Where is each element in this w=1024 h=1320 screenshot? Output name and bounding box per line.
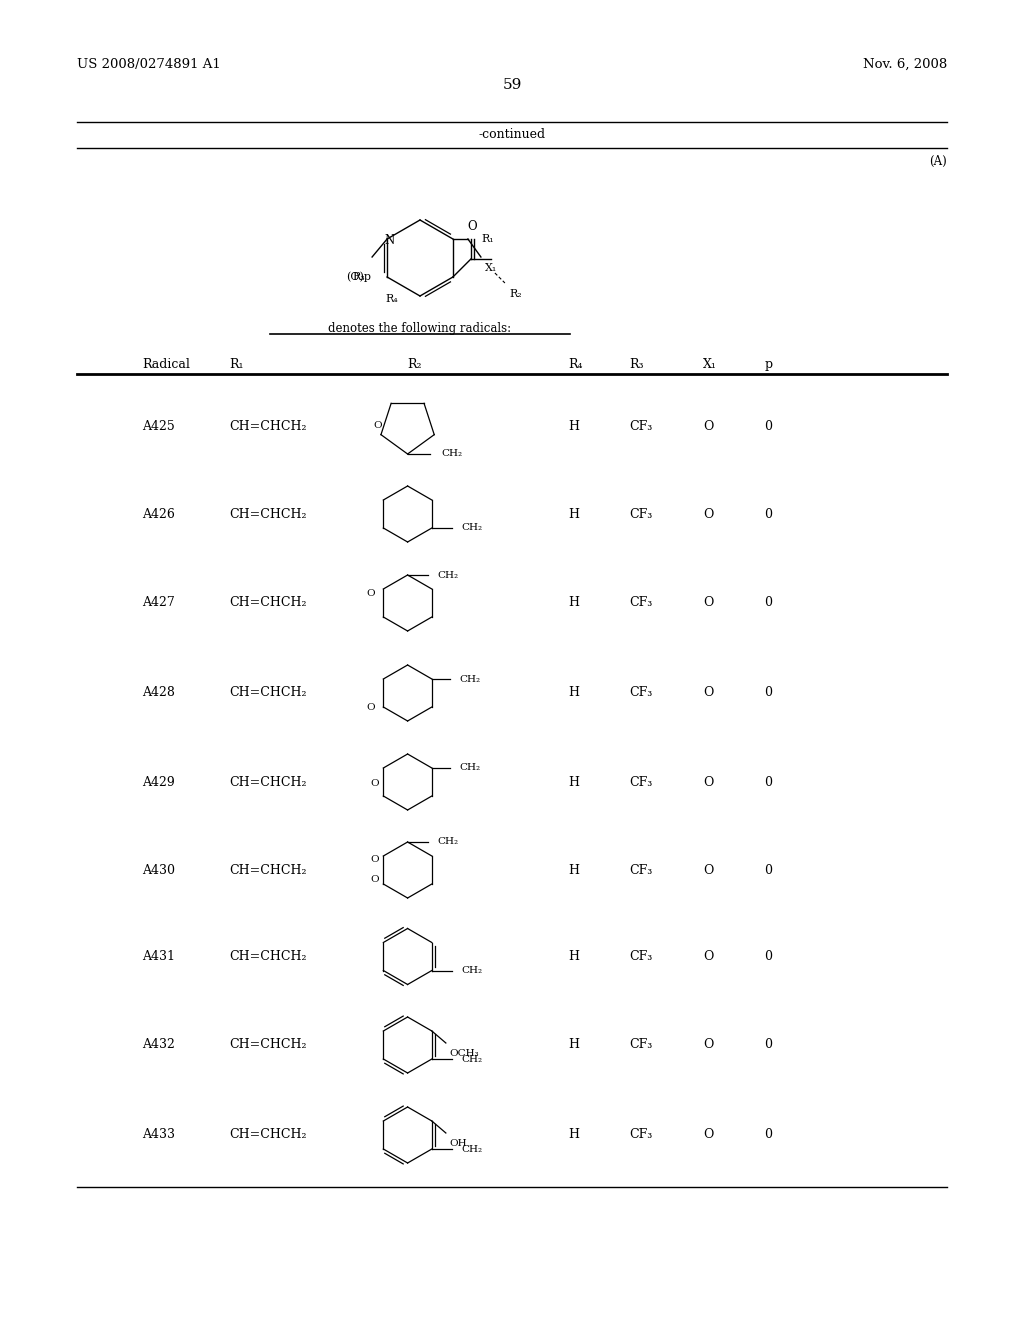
Text: O: O bbox=[467, 220, 477, 234]
Text: R₃: R₃ bbox=[352, 272, 366, 282]
Text: O: O bbox=[367, 589, 376, 598]
Text: CH₂: CH₂ bbox=[437, 837, 459, 846]
Text: O: O bbox=[367, 702, 376, 711]
Text: N: N bbox=[384, 235, 394, 248]
Text: (A): (A) bbox=[929, 154, 947, 168]
Text: Nov. 6, 2008: Nov. 6, 2008 bbox=[863, 58, 947, 71]
Text: H: H bbox=[568, 507, 580, 520]
Text: CF₃: CF₃ bbox=[630, 776, 652, 788]
Text: CH₂: CH₂ bbox=[441, 450, 463, 458]
Text: A431: A431 bbox=[142, 950, 175, 964]
Text: H: H bbox=[568, 950, 580, 964]
Text: O: O bbox=[371, 875, 379, 884]
Text: R₁: R₁ bbox=[229, 358, 244, 371]
Text: O: O bbox=[703, 597, 714, 610]
Text: 0: 0 bbox=[764, 597, 772, 610]
Text: CH=CHCH₂: CH=CHCH₂ bbox=[229, 1039, 307, 1052]
Text: US 2008/0274891 A1: US 2008/0274891 A1 bbox=[77, 58, 221, 71]
Text: 0: 0 bbox=[764, 863, 772, 876]
Text: R₄: R₄ bbox=[568, 358, 583, 371]
Text: X₁: X₁ bbox=[485, 263, 498, 273]
Text: O: O bbox=[703, 420, 714, 433]
Text: O: O bbox=[703, 776, 714, 788]
Text: CH₂: CH₂ bbox=[437, 570, 459, 579]
Text: H: H bbox=[568, 1129, 580, 1142]
Text: A433: A433 bbox=[142, 1129, 175, 1142]
Text: CH₂: CH₂ bbox=[460, 675, 481, 684]
Text: CH₂: CH₂ bbox=[462, 1055, 483, 1064]
Text: denotes the following radicals:: denotes the following radicals: bbox=[329, 322, 512, 335]
Text: Radical: Radical bbox=[142, 358, 190, 371]
Text: R₁: R₁ bbox=[481, 234, 494, 244]
Text: H: H bbox=[568, 863, 580, 876]
Text: O: O bbox=[703, 686, 714, 700]
Text: R₂: R₂ bbox=[509, 289, 521, 300]
Text: CH₂: CH₂ bbox=[462, 1144, 483, 1154]
Text: CH=CHCH₂: CH=CHCH₂ bbox=[229, 420, 307, 433]
Text: O: O bbox=[703, 507, 714, 520]
Text: X₁: X₁ bbox=[703, 358, 717, 371]
Text: R₂: R₂ bbox=[408, 358, 422, 371]
Text: CF₃: CF₃ bbox=[630, 420, 652, 433]
Text: OCH₃: OCH₃ bbox=[450, 1049, 479, 1059]
Text: CH=CHCH₂: CH=CHCH₂ bbox=[229, 507, 307, 520]
Text: R₄: R₄ bbox=[385, 294, 398, 304]
Text: p: p bbox=[764, 358, 772, 371]
Text: O: O bbox=[371, 779, 379, 788]
Text: O: O bbox=[703, 950, 714, 964]
Text: CH=CHCH₂: CH=CHCH₂ bbox=[229, 1129, 307, 1142]
Text: A432: A432 bbox=[142, 1039, 175, 1052]
Text: CF₃: CF₃ bbox=[630, 863, 652, 876]
Text: H: H bbox=[568, 420, 580, 433]
Text: H: H bbox=[568, 1039, 580, 1052]
Text: O: O bbox=[703, 1039, 714, 1052]
Text: CF₃: CF₃ bbox=[630, 686, 652, 700]
Text: O: O bbox=[371, 855, 379, 865]
Text: CH₂: CH₂ bbox=[462, 524, 483, 532]
Text: 0: 0 bbox=[764, 686, 772, 700]
Text: A426: A426 bbox=[142, 507, 175, 520]
Text: CF₃: CF₃ bbox=[630, 1129, 652, 1142]
Text: 0: 0 bbox=[764, 1129, 772, 1142]
Text: 0: 0 bbox=[764, 1039, 772, 1052]
Text: H: H bbox=[568, 686, 580, 700]
Text: O: O bbox=[703, 1129, 714, 1142]
Text: O: O bbox=[374, 421, 382, 429]
Text: CF₃: CF₃ bbox=[630, 950, 652, 964]
Text: -continued: -continued bbox=[478, 128, 546, 141]
Text: 0: 0 bbox=[764, 950, 772, 964]
Text: 0: 0 bbox=[764, 776, 772, 788]
Text: H: H bbox=[568, 597, 580, 610]
Text: A429: A429 bbox=[142, 776, 175, 788]
Text: A425: A425 bbox=[142, 420, 175, 433]
Text: 0: 0 bbox=[764, 420, 772, 433]
Text: 59: 59 bbox=[503, 78, 521, 92]
Text: CF₃: CF₃ bbox=[630, 597, 652, 610]
Text: CH=CHCH₂: CH=CHCH₂ bbox=[229, 597, 307, 610]
Text: A428: A428 bbox=[142, 686, 175, 700]
Text: CH=CHCH₂: CH=CHCH₂ bbox=[229, 686, 307, 700]
Text: O: O bbox=[703, 863, 714, 876]
Text: H: H bbox=[568, 776, 580, 788]
Text: OH: OH bbox=[450, 1139, 468, 1148]
Text: CH=CHCH₂: CH=CHCH₂ bbox=[229, 950, 307, 964]
Text: (O)p: (O)p bbox=[346, 271, 372, 281]
Text: CF₃: CF₃ bbox=[630, 507, 652, 520]
Text: 0: 0 bbox=[764, 507, 772, 520]
Text: CH₂: CH₂ bbox=[462, 966, 483, 975]
Text: A430: A430 bbox=[142, 863, 175, 876]
Text: CH₂: CH₂ bbox=[460, 763, 481, 772]
Text: R₃: R₃ bbox=[630, 358, 644, 371]
Text: CH=CHCH₂: CH=CHCH₂ bbox=[229, 863, 307, 876]
Text: CH=CHCH₂: CH=CHCH₂ bbox=[229, 776, 307, 788]
Text: CF₃: CF₃ bbox=[630, 1039, 652, 1052]
Text: A427: A427 bbox=[142, 597, 175, 610]
